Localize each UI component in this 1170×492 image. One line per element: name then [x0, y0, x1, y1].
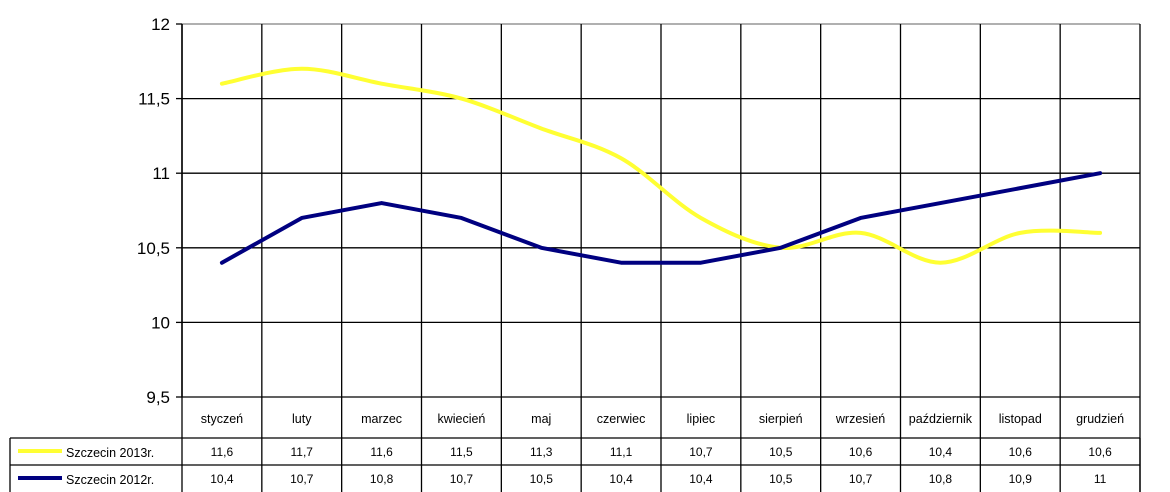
series-lines — [219, 66, 1103, 265]
category-label: czerwiec — [597, 412, 646, 426]
legend-label: Szczecin 2012r. — [66, 473, 154, 487]
series-line-1 — [219, 171, 1103, 265]
axes: 9,5 10 10,5 11 11,5 12 styczeń luty marzec kwieci… — [137, 15, 1140, 426]
data-table-cell: 10,7 — [290, 472, 314, 486]
data-table-cell: 11,7 — [291, 445, 314, 459]
data-table-cell: 10,6 — [1088, 445, 1112, 459]
category-label: kwiecień — [437, 412, 485, 426]
data-table-cell: 10,6 — [1009, 445, 1033, 459]
series-line-0 — [219, 66, 1103, 265]
data-table-cell: 10,5 — [530, 472, 554, 486]
gridlines — [181, 23, 1141, 492]
data-table-cell: 10,5 — [769, 445, 793, 459]
category-label: lipiec — [687, 412, 716, 426]
category-label: marzec — [361, 412, 402, 426]
data-table-cell: 11,3 — [530, 445, 553, 459]
data-table-cell: 10,4 — [609, 472, 633, 486]
data-table-cell: 10,7 — [689, 445, 713, 459]
category-label: luty — [292, 412, 312, 426]
y-tick-label: 11,5 — [138, 90, 170, 109]
data-table: Szczecin 2013r. 11,6 11,7 11,6 11,5 11,3 11,1 1… — [9, 437, 1141, 492]
y-tick-label: 12 — [151, 15, 170, 34]
data-table-cell: 10,7 — [450, 472, 474, 486]
category-label: maj — [531, 412, 551, 426]
data-table-cell: 11,1 — [610, 445, 633, 459]
y-tick-label: 10 — [151, 313, 170, 332]
data-table-cell: 11 — [1094, 472, 1107, 486]
category-label: styczeń — [201, 412, 243, 426]
data-table-cell: 10,7 — [849, 472, 873, 486]
data-table-cell: 10,6 — [849, 445, 873, 459]
category-label: listopad — [999, 412, 1042, 426]
data-table-cell: 11,6 — [370, 445, 393, 459]
y-tick-label: 9,5 — [146, 388, 170, 407]
category-label: październik — [909, 412, 973, 426]
data-table-cell: 10,8 — [370, 472, 394, 486]
data-table-cell: 10,5 — [769, 472, 793, 486]
category-label: wrzesień — [835, 412, 885, 426]
data-table-cell: 10,4 — [929, 445, 953, 459]
data-table-cell: 11,5 — [450, 445, 473, 459]
y-tick-label: 11 — [152, 164, 170, 183]
category-label: sierpień — [759, 412, 803, 426]
y-tick-label: 10,5 — [137, 239, 170, 258]
data-table-cell: 10,4 — [689, 472, 713, 486]
data-table-cell: 10,8 — [929, 472, 953, 486]
data-table-cell: 11,6 — [211, 445, 234, 459]
category-label: grudzień — [1076, 412, 1124, 426]
data-table-cell: 10,4 — [210, 472, 234, 486]
legend-label: Szczecin 2013r. — [66, 446, 154, 460]
data-table-cell: 10,9 — [1009, 472, 1033, 486]
